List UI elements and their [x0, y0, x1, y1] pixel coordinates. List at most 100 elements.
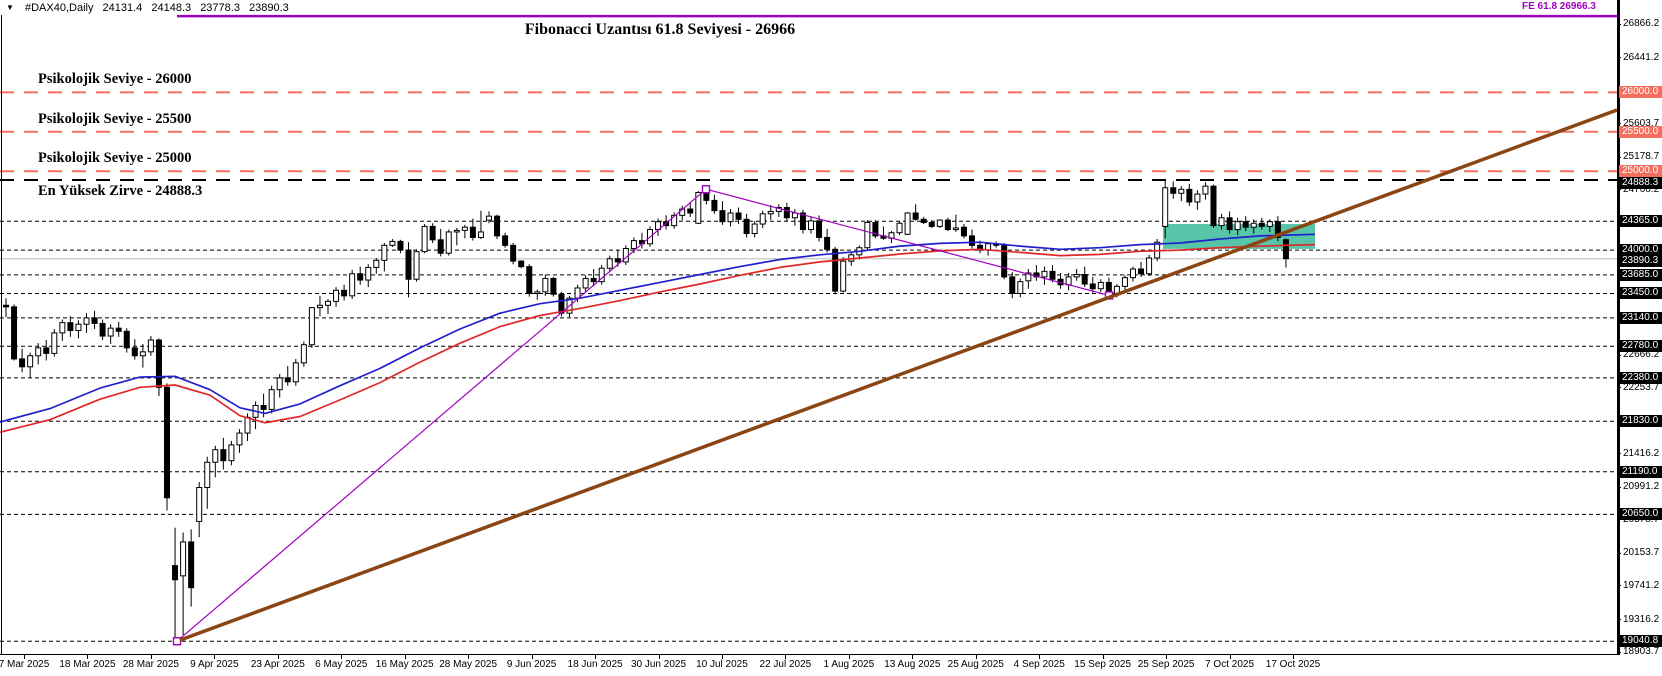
bull-candle: [228, 444, 235, 462]
bear-candle: [510, 244, 517, 262]
fibonacci-zigzag-line[interactable]: [176, 188, 1110, 642]
bear-candle: [832, 248, 839, 292]
bull-candle: [1146, 257, 1153, 275]
price-tick-mark: [1617, 57, 1621, 59]
bull-candle: [896, 222, 903, 234]
bull-candle: [27, 355, 34, 368]
bull-candle: [413, 251, 420, 280]
bull-candle: [180, 541, 187, 577]
price-tick-label: 20991.2: [1623, 481, 1660, 493]
level-price-label: 21190.0: [1619, 465, 1662, 478]
date-tick-mark: [721, 655, 723, 659]
ohlc-close: 23890.3: [249, 2, 289, 14]
date-tick-label: 30 Jun 2025: [630, 659, 687, 670]
bull-candle: [333, 289, 340, 302]
price-tick-label: 20153.7: [1623, 547, 1660, 559]
level-price-label: 21830.0: [1619, 415, 1662, 428]
bear-candle: [429, 225, 436, 241]
price-chart-canvas[interactable]: [0, 0, 1617, 655]
price-axis[interactable]: 26866.2 26441.2 25603.7 25178.7 24766.2 22666…: [1617, 0, 1662, 657]
bull-candle: [389, 240, 396, 246]
fibonacci-anchor-marker[interactable]: [701, 185, 711, 194]
price-tick-label: 19316.2: [1623, 613, 1660, 625]
bull-candle: [671, 214, 678, 227]
bear-candle: [1170, 187, 1177, 194]
level-price-label: 24888.3: [1619, 176, 1662, 189]
bear-candle: [341, 289, 348, 297]
date-tick-mark: [277, 655, 279, 659]
bear-candle: [131, 347, 138, 357]
symbol-dropdown-icon[interactable]: ▼: [6, 3, 14, 12]
bear-candle: [260, 404, 267, 410]
bear-candle: [1081, 274, 1088, 285]
price-tick-mark: [1617, 552, 1621, 554]
bear-candle: [1258, 222, 1265, 227]
bear-candle: [164, 386, 170, 499]
date-tick-mark: [975, 655, 977, 659]
bull-candle: [75, 323, 82, 332]
date-tick-mark: [1229, 655, 1231, 659]
bear-candle: [19, 358, 26, 368]
bear-candle: [220, 449, 227, 462]
fibonacci-anchor-marker[interactable]: [172, 637, 182, 646]
bull-candle: [1130, 268, 1136, 279]
price-tick-mark: [1617, 453, 1621, 455]
psych-price-label: 25500.0: [1619, 125, 1662, 138]
date-tick-mark: [848, 655, 850, 659]
ma-blue-line[interactable]: [0, 233, 1316, 423]
date-tick-label: 7 Mar 2025: [0, 659, 50, 670]
ohlc-open: 24131.4: [102, 2, 143, 14]
bear-candle: [1242, 221, 1249, 228]
date-tick-mark: [1166, 655, 1168, 659]
bear-candle: [43, 347, 50, 354]
bear-candle: [1049, 270, 1056, 280]
bull-candle: [767, 210, 774, 215]
bull-candle: [421, 225, 428, 253]
bull-candle: [107, 327, 114, 337]
bear-candle: [550, 277, 557, 295]
bear-candle: [3, 304, 9, 308]
bull-candle: [204, 461, 211, 488]
bear-candle: [1282, 239, 1289, 260]
bull-candle: [196, 486, 203, 522]
level-price-label: 24000.0: [1619, 244, 1662, 257]
bull-candle: [1178, 188, 1185, 194]
bear-candle: [783, 206, 790, 219]
ma-red-line[interactable]: [0, 243, 1316, 434]
bear-candle: [920, 218, 927, 223]
bull-candle: [316, 304, 323, 309]
bull-candle: [1017, 281, 1024, 294]
bear-candle: [188, 541, 195, 589]
date-tick-label: 15 Sep 2025: [1074, 659, 1131, 670]
bull-candle: [1250, 222, 1257, 228]
bull-candle: [83, 317, 90, 325]
bear-candle: [526, 266, 533, 294]
bear-candle: [155, 339, 162, 388]
price-tick-label: 22253.7: [1623, 381, 1660, 393]
bull-candle: [139, 351, 146, 357]
price-tick-label: 21416.2: [1623, 447, 1660, 459]
bull-candle: [695, 191, 702, 224]
bear-candle: [91, 317, 98, 324]
bear-candle: [1033, 272, 1040, 278]
bull-candle: [1073, 274, 1080, 278]
date-tick-label: 23 Apr 2025: [250, 659, 305, 670]
bear-candle: [1089, 283, 1096, 290]
bear-candle: [123, 330, 130, 349]
date-tick-mark: [214, 655, 216, 659]
ascending-trendline[interactable]: [179, 108, 1617, 642]
price-tick-mark: [1617, 123, 1621, 125]
price-tick-mark: [1617, 619, 1621, 621]
bull-candle: [864, 221, 871, 249]
bear-candle: [687, 208, 694, 214]
bull-candle: [268, 389, 275, 410]
bear-candle: [872, 221, 879, 237]
bull-candle: [1218, 217, 1225, 227]
time-axis[interactable]: 7 Mar 2025 18 Mar 2025 28 Mar 2025 9 Apr 20…: [0, 655, 1662, 676]
date-tick-label: 18 Jun 2025: [567, 659, 623, 670]
bull-candle: [1041, 270, 1048, 278]
price-tick-label: 24766.2: [1623, 183, 1660, 195]
bull-candle: [534, 291, 541, 294]
bull-candle: [808, 220, 814, 231]
